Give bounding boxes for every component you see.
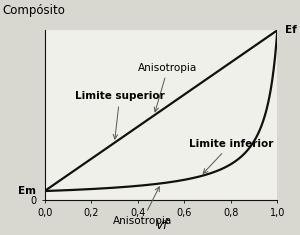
Text: Anisotropia: Anisotropia [113, 187, 172, 226]
Text: Limite superior: Limite superior [75, 91, 165, 139]
Text: Em: Em [19, 186, 37, 196]
Text: Anisotropia: Anisotropia [138, 63, 198, 112]
Text: Limite inferior: Limite inferior [189, 139, 273, 173]
Text: Compósito: Compósito [3, 4, 66, 17]
X-axis label: Vf: Vf [155, 219, 167, 232]
Text: Ef: Ef [286, 25, 297, 35]
